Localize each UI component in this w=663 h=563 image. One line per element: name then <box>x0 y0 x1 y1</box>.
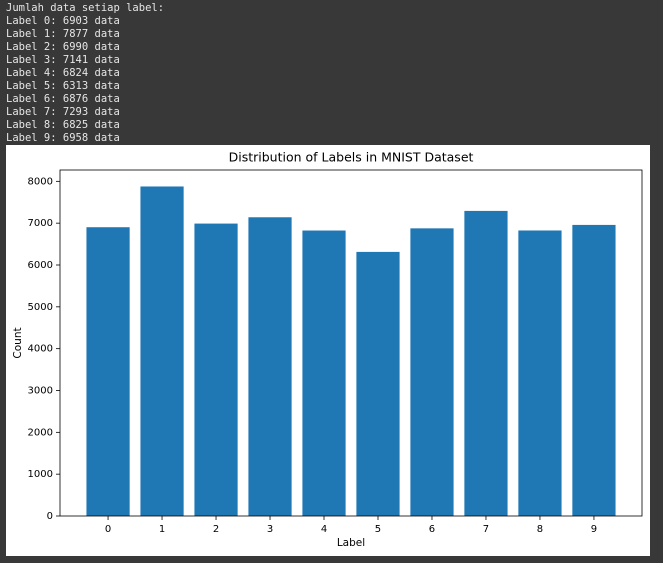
bar <box>572 224 616 516</box>
y-tick-label: 2000 <box>28 427 53 438</box>
output-line: Label 6: 6876 data <box>6 93 120 105</box>
y-axis-label: Count <box>12 327 24 358</box>
bar <box>194 223 238 517</box>
x-tick-label: 6 <box>429 524 435 535</box>
x-tick-label: 3 <box>267 524 273 535</box>
chart: Distribution of Labels in MNIST Dataset … <box>6 145 650 556</box>
y-tick-label: 5000 <box>28 302 53 313</box>
x-tick-label: 5 <box>375 524 381 535</box>
x-tick-label: 1 <box>159 524 165 535</box>
output-line: Label 3: 7141 data <box>6 54 120 66</box>
x-tick-label: 9 <box>591 524 597 535</box>
bar <box>248 217 292 516</box>
x-tick-label: 0 <box>105 524 111 535</box>
output-line: Label 4: 6824 data <box>6 67 120 79</box>
bar <box>464 210 508 516</box>
cell-output: Jumlah data setiap label: Label 0: 6903 d… <box>6 2 164 145</box>
y-tick-label: 1000 <box>28 469 53 480</box>
output-line: Jumlah data setiap label: <box>6 2 165 14</box>
output-line: Label 2: 6990 data <box>6 41 120 53</box>
x-tick-label: 4 <box>321 524 327 535</box>
x-axis-label: Label <box>337 537 365 549</box>
y-tick-label: 8000 <box>28 176 53 187</box>
y-tick-label: 3000 <box>28 385 53 396</box>
bar <box>518 230 562 516</box>
x-tick-label: 2 <box>213 524 219 535</box>
plot-frame <box>59 169 643 517</box>
output-line: Label 0: 6903 data <box>6 15 120 27</box>
bar <box>86 227 130 517</box>
bar <box>140 186 184 516</box>
bar <box>356 251 400 516</box>
output-line: Label 9: 6958 data <box>6 132 120 144</box>
y-tick-label: 0 <box>47 511 53 522</box>
output-line: Label 1: 7877 data <box>6 28 120 40</box>
output-line: Label 8: 6825 data <box>6 119 120 131</box>
output-line: Label 7: 7293 data <box>6 106 120 118</box>
bar <box>302 230 346 516</box>
bar <box>410 228 454 516</box>
x-tick-label: 8 <box>537 524 543 535</box>
y-tick-label: 7000 <box>28 218 53 229</box>
y-tick-label: 4000 <box>28 344 53 355</box>
x-tick-label: 7 <box>483 524 489 535</box>
y-tick-label: 6000 <box>28 260 53 271</box>
output-line: Label 5: 6313 data <box>6 80 120 92</box>
chart-title: Distribution of Labels in MNIST Dataset <box>229 150 474 165</box>
